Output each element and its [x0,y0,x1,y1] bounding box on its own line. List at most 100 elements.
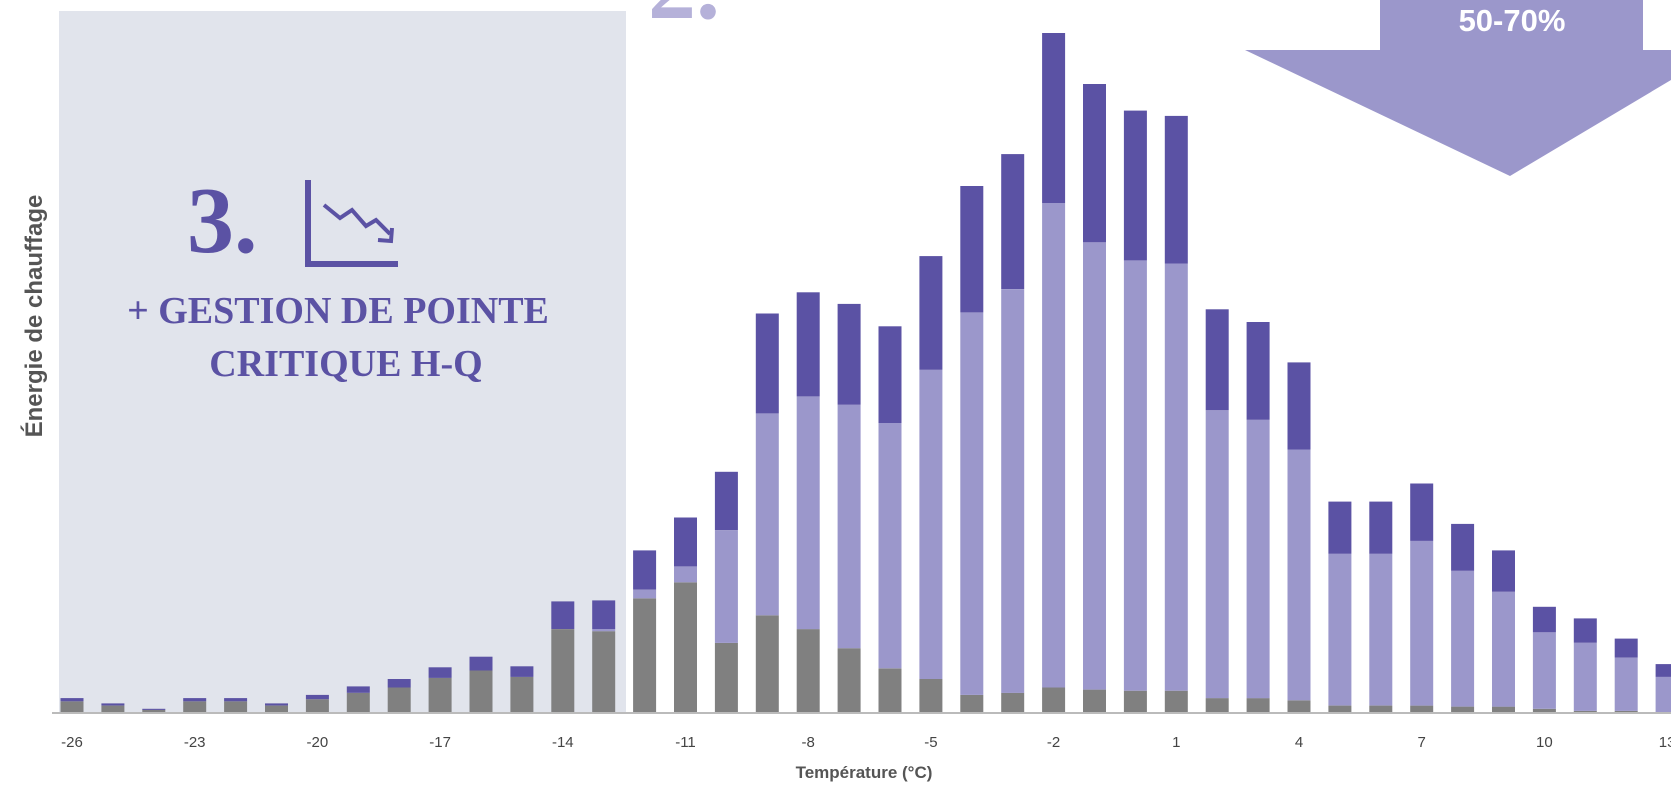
bar-dark--9 [755,313,779,414]
bar-dark--16 [469,656,493,671]
bar-light--9 [755,413,779,616]
bar-dark--24 [142,708,166,710]
bar-base--24 [142,709,166,713]
bar-base-5 [1328,705,1352,713]
bar-base-3 [1246,698,1270,713]
step2-number: 2. [648,0,720,39]
critical-peak-highlight-band [59,11,626,713]
bar-light-3 [1246,419,1270,699]
bar-dark--18 [387,679,411,688]
x-tick-labels: -26 -23 -20 -17 -14 -11 -8 -5 -2 1 4 7 10 13 [61,734,1671,751]
x-tick-label: 10 [1536,734,1553,751]
x-tick-label: -20 [307,734,329,751]
bar-dark--12 [633,550,657,590]
reduction-arrow-label: 50-70% [1459,3,1566,38]
x-tick-label: -26 [61,734,83,751]
bar-light--6 [878,422,902,669]
bar-light--4 [960,312,984,695]
x-tick-label: -23 [184,734,206,751]
bar-base--8 [796,629,820,713]
bar-base--4 [960,694,984,713]
bar-light-6 [1369,553,1393,706]
bar-dark--20 [305,694,329,700]
bars-group [60,33,1671,714]
bar-base-10 [1532,708,1556,714]
bar-light-8 [1451,570,1475,707]
bar-dark--8 [796,292,820,397]
bar-dark--21 [265,703,288,706]
bar-dark--6 [878,326,902,423]
bar-dark-11 [1573,618,1597,643]
bar-base--12 [633,598,657,714]
bar-base-12 [1614,710,1638,713]
bar-base--10 [714,642,738,713]
bar-light--2 [1042,203,1066,688]
x-tick-label: -2 [1047,734,1060,751]
bar-light-9 [1492,591,1515,707]
x-axis-title: Température (°C) [796,763,933,782]
bar-base--2 [1042,687,1066,713]
x-tick-label: -5 [924,734,937,751]
bar-base--1 [1083,689,1106,713]
bar-base--19 [346,692,370,713]
bar-light-12 [1614,657,1638,711]
bar-base-11 [1573,710,1597,713]
bar-light-1 [1164,263,1188,691]
declining-chart-icon [305,180,398,267]
bar-base--17 [428,677,452,713]
bar-light-2 [1205,410,1229,699]
y-axis-title: Énergie de chauffage [20,195,48,438]
reduction-arrow [1245,0,1671,176]
bar-dark--2 [1042,33,1066,203]
bar-base--14 [551,629,575,713]
bar-dark--3 [1001,154,1025,289]
bar-light--13 [592,629,616,632]
bar-light--11 [674,566,697,583]
x-tick-label: -11 [675,734,696,751]
bar-dark--13 [592,600,616,630]
bar-dark--17 [428,667,452,678]
bar-dark--19 [346,686,370,693]
bar-light--7 [837,404,861,649]
bar-base-1 [1164,690,1188,713]
bar-base--25 [101,705,125,713]
x-tick-label: -14 [552,734,574,751]
bar-light-7 [1410,540,1434,706]
bar-dark--22 [224,698,248,702]
bar-base-9 [1492,706,1515,713]
bar-light-13 [1655,676,1671,712]
bar-base-4 [1287,700,1311,714]
bar-light-0 [1123,260,1147,691]
bar-base--9 [755,615,779,714]
bar-light--1 [1083,242,1106,690]
bar-dark-10 [1532,606,1556,633]
bar-dark-0 [1123,110,1147,261]
bar-light--12 [633,589,657,599]
bar-dark-2 [1205,309,1229,411]
bar-dark--5 [919,256,943,370]
bar-base-0 [1123,690,1147,713]
bar-base--22 [224,701,248,713]
bar-base--21 [265,705,288,713]
x-tick-label: 1 [1172,734,1180,751]
bar-base-7 [1410,705,1434,713]
bar-base--11 [674,582,697,713]
bar-dark--26 [60,698,84,702]
bar-dark--14 [551,601,575,629]
bar-dark-3 [1246,322,1270,420]
x-tick-label: 13 [1659,734,1671,751]
bar-dark-8 [1451,523,1475,571]
bar-dark-6 [1369,501,1393,554]
bar-dark-4 [1287,362,1311,450]
x-tick-label: -8 [802,734,815,751]
bar-base--15 [510,676,534,713]
bar-dark-12 [1614,638,1638,658]
bar-dark-1 [1164,115,1188,264]
bar-dark--11 [674,517,697,567]
x-tick-label: -17 [429,734,451,751]
bar-dark--7 [837,303,861,405]
bar-base-8 [1451,706,1475,713]
bar-base--16 [469,670,493,713]
step3-line1: + GESTION DE POINTE [127,290,549,332]
